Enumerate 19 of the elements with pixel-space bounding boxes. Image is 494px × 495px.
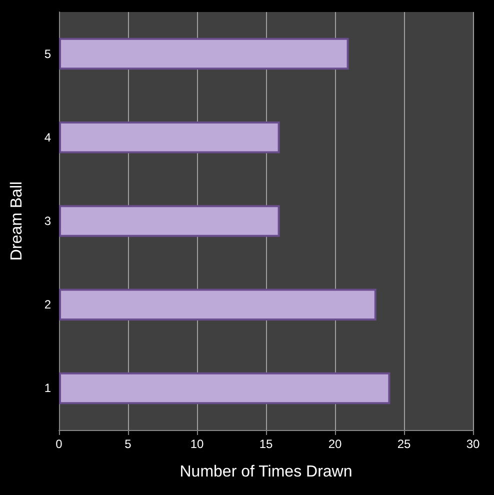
x-tick-label: 20 <box>328 437 342 451</box>
bar <box>59 122 280 154</box>
x-tick-label: 10 <box>190 437 204 451</box>
x-tick-label: 30 <box>466 437 480 451</box>
y-tick-label: 4 <box>44 130 52 144</box>
bar <box>59 38 349 70</box>
x-tick-label: 25 <box>397 437 411 451</box>
x-tick-label: 0 <box>56 437 63 451</box>
x-axis-title: Number of Times Drawn <box>180 464 352 480</box>
y-tick-label: 5 <box>44 46 52 61</box>
x-tick-label: 5 <box>124 437 132 451</box>
bar <box>59 372 390 404</box>
bar <box>59 205 280 237</box>
y-tick-label: 2 <box>44 298 52 312</box>
x-tick-label: 15 <box>259 437 273 451</box>
y-axis-title: Dream Ball <box>8 181 26 261</box>
y-tick-label: 1 <box>44 381 52 396</box>
y-tick-label: 3 <box>44 214 52 228</box>
bar <box>59 288 376 320</box>
